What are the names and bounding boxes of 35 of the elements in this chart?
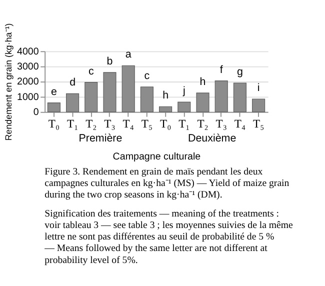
text: Signification des traitements — meaning of the treatments : voir tableau 3 — see table 3 ; les moyennes suivies de la même lettre ne sont pas différentes au seuil de probabilité de 5 % — Means followed by the same letter are not different at probability level of 5%. <box>44 208 294 266</box>
y-axis-title: Rendement en grain (kg·ha⁻¹) <box>4 23 14 141</box>
x-tick-label: T₄ <box>234 118 246 131</box>
data-label: h <box>162 90 169 102</box>
x-tick-label: T₂ <box>86 118 97 131</box>
data-label: d <box>70 76 76 89</box>
x-tick-label: T₃ <box>216 118 227 131</box>
x-tick-label: T₅ <box>252 118 264 131</box>
text: Deuxième <box>188 132 236 144</box>
data-label: i <box>257 82 260 94</box>
x-tick-label: T₁ <box>66 118 78 131</box>
data-label: c <box>144 70 150 82</box>
x-tick-label: T₀ <box>160 118 172 131</box>
y-tick-label: 3000 <box>16 62 40 72</box>
x-axis-title: Campagne culturale <box>112 152 202 163</box>
x-tick-label: T₁ <box>178 118 190 131</box>
data-label: b <box>106 55 113 68</box>
caption: Figure 3. Rendement en grain de maïs pendant les deux campagnes culturales en kg·ha⁻¹ (MS) — Yield of maize grain during the two crop seasons in kg·ha⁻¹ (DM). <box>44 166 290 201</box>
x-tick-label: T₃ <box>104 118 116 131</box>
data-label: c <box>88 65 94 78</box>
x-tick-label: T₀ <box>48 118 60 131</box>
data-label: e <box>50 86 57 98</box>
data-label: h <box>200 76 206 88</box>
data-label: g <box>236 66 243 78</box>
text: Première <box>78 132 122 144</box>
y-tick-label: 4000 <box>16 46 40 58</box>
data-label: j <box>182 85 186 98</box>
x-tick-label: T₂ <box>197 118 208 131</box>
data-label: f <box>220 64 223 76</box>
y-tick-label: 1000 <box>16 92 40 103</box>
x-tick-label: T₄ <box>122 118 134 131</box>
data-label: a <box>125 48 132 61</box>
x-tick-label: T₅ <box>141 118 153 131</box>
y-tick-label: 2000 <box>16 76 40 88</box>
y-tick-label: 0 <box>33 107 40 118</box>
